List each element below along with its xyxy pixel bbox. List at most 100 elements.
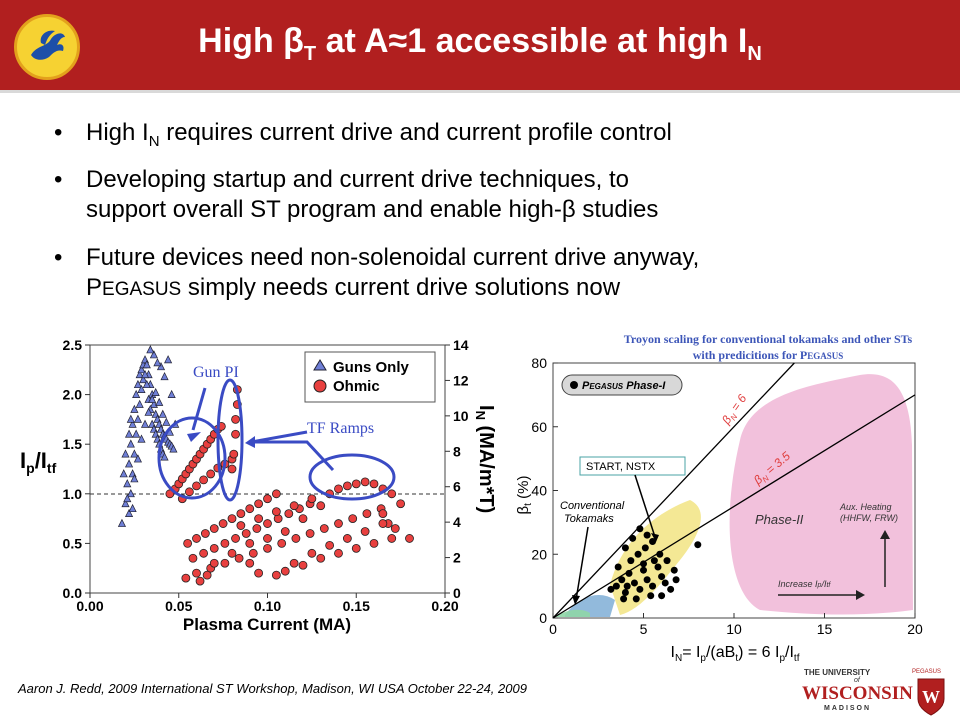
- st-data-point: [632, 595, 640, 603]
- svg-text:IN (MA/m*T): IN (MA/m*T): [473, 405, 497, 513]
- st-data-point: [658, 573, 666, 581]
- st-data-point: [614, 563, 622, 571]
- x-tick-label: 0.00: [76, 598, 103, 614]
- ohmic-point: [348, 514, 358, 524]
- slide-title: High βT at A≈1 accessible at high IN: [198, 22, 762, 65]
- st-data-point: [658, 592, 666, 600]
- ohmic-point: [206, 469, 216, 479]
- troyon-scaling-chart: Troyon scaling for conventional tokamaks…: [510, 325, 955, 665]
- ohmic-point: [209, 558, 219, 568]
- ohmic-point: [263, 494, 272, 504]
- st-data-point: [641, 544, 649, 552]
- st-data-point: [650, 557, 658, 565]
- ohmic-point: [202, 570, 212, 580]
- legend-ohmic: Ohmic: [333, 378, 380, 395]
- x-tick-label: 0: [549, 621, 557, 637]
- ohmic-point: [360, 527, 370, 536]
- guns-only-point: [132, 389, 141, 398]
- ohmic-point: [351, 479, 361, 489]
- triangle-marker-icon: [313, 359, 327, 371]
- phase-ii-label: Phase-II: [755, 512, 804, 527]
- guns-only-point: [130, 449, 139, 458]
- guns-only-point: [164, 355, 173, 364]
- guns-only-point: [155, 397, 164, 406]
- guns-only-point: [169, 444, 178, 453]
- ohmic-point: [254, 514, 264, 524]
- ohmic-point: [378, 509, 388, 519]
- guns-only-point: [140, 369, 150, 379]
- ohmic-point: [271, 489, 281, 499]
- guns-only-point: [140, 419, 150, 428]
- ohmic-point: [316, 553, 326, 563]
- troyon-line: [552, 362, 795, 619]
- ohmic-point: [254, 499, 264, 509]
- guns-only-point: [137, 434, 146, 443]
- tf-arrow-right: [251, 440, 335, 472]
- guns-only-point: [128, 419, 137, 428]
- ohmic-point: [342, 534, 352, 543]
- st-data-point: [623, 582, 631, 590]
- guns-only-point: [124, 459, 134, 468]
- ohmic-point: [307, 548, 317, 558]
- conventional-label-1: Conventional: [560, 500, 625, 512]
- y-tick-label: 40: [531, 483, 547, 499]
- ohmic-point: [360, 477, 370, 487]
- y-tick-label: 60: [531, 419, 547, 435]
- circle-marker-icon: [313, 379, 327, 393]
- svg-text:MADISON: MADISON: [824, 705, 871, 712]
- right-x-axis-label: IN= Ip/(aBt) = 6 Ip/Itf: [671, 644, 800, 664]
- y-tick-label: 20: [531, 546, 547, 562]
- st-data-point: [621, 544, 629, 552]
- st-data-point: [618, 576, 626, 584]
- ohmic-point: [325, 540, 335, 550]
- guns-only-point: [126, 414, 135, 423]
- increase-label: Increase Ip/Itf: [778, 579, 831, 589]
- gun-pi-oval: [157, 416, 227, 500]
- ohmic-point: [334, 484, 343, 494]
- svg-text:PEGASUS Phase-I: PEGASUS Phase-I: [582, 380, 666, 392]
- guns-only-point: [133, 379, 142, 389]
- st-data-point: [621, 589, 629, 596]
- guns-only-point: [167, 389, 176, 398]
- st-data-point: [656, 550, 664, 558]
- right-y-axis-label: IN (MA/m*T): [473, 405, 497, 513]
- y-tick-label: 2.5: [63, 337, 83, 353]
- svg-text:PEGASUS: PEGASUS: [912, 669, 941, 675]
- ohmic-point: [351, 543, 361, 553]
- ohmic-point: [263, 543, 272, 553]
- y2-tick-label: 14: [453, 337, 469, 353]
- ohmic-point: [284, 509, 294, 519]
- guns-only-point: [156, 362, 166, 371]
- y2-tick-label: 8: [453, 443, 461, 459]
- y-tick-label: 80: [531, 355, 547, 371]
- left-x-axis-label: Plasma Current (MA): [183, 615, 351, 634]
- ohmic-point: [195, 576, 205, 586]
- conventional-label-2: Tokamaks: [564, 513, 614, 525]
- y2-tick-label: 0: [453, 585, 461, 601]
- st-data-point: [663, 557, 671, 565]
- guns-only-point: [117, 518, 127, 527]
- beta-symbol: β: [283, 22, 304, 60]
- ohmic-point: [192, 534, 201, 543]
- guns-only-point: [142, 360, 151, 369]
- gun-pi-arrow: [191, 387, 207, 431]
- tf-arrow-left: [250, 430, 308, 444]
- guns-only-point: [160, 452, 169, 461]
- ohmic-point: [305, 529, 315, 538]
- ohmic-point: [271, 570, 281, 580]
- y-tick-label: 0: [539, 610, 547, 626]
- st-data-point: [654, 563, 662, 571]
- st-data-point: [640, 560, 647, 568]
- ohmic-point: [390, 524, 400, 533]
- footer-citation: Aaron J. Redd, 2009 International ST Wor…: [18, 681, 527, 696]
- ohmic-point: [241, 529, 251, 538]
- svg-text:of: of: [854, 677, 861, 684]
- ohmic-point: [280, 527, 290, 536]
- ohmic-point: [227, 464, 237, 474]
- ohmic-point: [271, 507, 281, 517]
- ohmic-point: [396, 499, 406, 509]
- y-tick-label: 0.5: [63, 535, 83, 551]
- st-data-point: [649, 582, 657, 590]
- ohmic-point: [280, 566, 290, 576]
- st-data-point: [625, 569, 633, 577]
